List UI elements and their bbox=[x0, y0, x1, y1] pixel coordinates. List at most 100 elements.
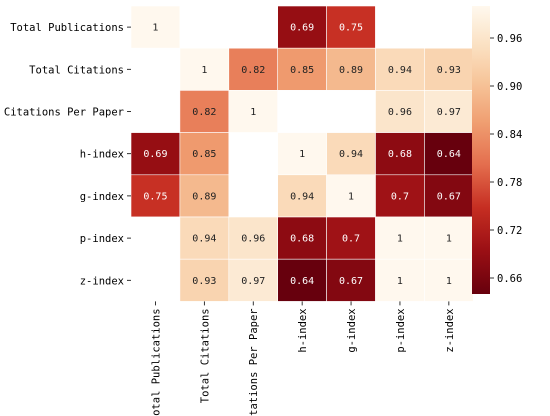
cell-value-label: 1 bbox=[152, 23, 158, 34]
column-labels: Total Publications Total Citations Citatio… bbox=[150, 301, 456, 416]
cell-value-label: 0.85 bbox=[290, 65, 314, 76]
row-labels: Total Publications Total Citations Citatio… bbox=[4, 22, 131, 287]
heatmap-cell bbox=[424, 5, 474, 49]
cell-value-label: 0.94 bbox=[290, 191, 314, 202]
cell-value-label: 0.89 bbox=[192, 191, 216, 202]
cell-value-label: 0.7 bbox=[342, 234, 360, 245]
colorbar-tick-label: 0.78 bbox=[497, 177, 522, 189]
heatmap-cell bbox=[277, 47, 327, 91]
heatmap-cell bbox=[130, 174, 181, 218]
column-label: h-index bbox=[297, 308, 309, 352]
colorbar-tick-label: 0.96 bbox=[497, 33, 522, 45]
cell-value-label: 0.7 bbox=[391, 191, 409, 202]
cell-value-label: 0.94 bbox=[339, 149, 363, 160]
cell-value-label: 1 bbox=[446, 234, 452, 245]
heatmap-cell bbox=[277, 132, 327, 176]
heatmap-cell bbox=[179, 47, 230, 91]
column-label: Total Publications bbox=[150, 308, 162, 416]
cell-value-label: 1 bbox=[397, 234, 403, 245]
heatmap-cell bbox=[424, 132, 474, 176]
heatmap-cell bbox=[179, 90, 230, 133]
heatmap-cells: 1 0.69 0.75 1 0.82 0.85 0.89 0.94 0.93 0.82 1 0.96 0… bbox=[130, 5, 474, 302]
cell-value-label: 1 bbox=[250, 107, 256, 118]
row-label: Total Publications bbox=[10, 22, 124, 34]
heatmap-cell bbox=[130, 216, 181, 260]
row-label: Citations Per Paper bbox=[4, 107, 124, 119]
cell-value-label: 0.89 bbox=[339, 65, 363, 76]
heatmap-cell bbox=[375, 5, 425, 49]
heatmap-cell bbox=[130, 47, 181, 91]
heatmap-cell bbox=[277, 174, 327, 218]
column-label: p-index bbox=[395, 308, 407, 352]
column-label: Citations Per Paper bbox=[248, 308, 260, 416]
heatmap-cell bbox=[424, 258, 474, 302]
heatmap-cell bbox=[375, 132, 425, 176]
heatmap-cell bbox=[228, 5, 279, 49]
colorbar-tick-label: 0.90 bbox=[497, 81, 522, 93]
cell-value-label: 0.94 bbox=[192, 234, 216, 245]
heatmap-cell bbox=[424, 216, 474, 260]
cell-value-label: 0.94 bbox=[388, 65, 412, 76]
cell-value-label: 0.85 bbox=[192, 149, 216, 160]
cell-value-label: 1 bbox=[348, 191, 354, 202]
colorbar-gradient bbox=[472, 6, 490, 294]
cell-value-label: 0.82 bbox=[192, 107, 216, 118]
row-label: h-index bbox=[80, 149, 124, 161]
heatmap-cell bbox=[228, 174, 279, 218]
cell-value-label: 0.75 bbox=[339, 23, 363, 34]
heatmap-cell bbox=[326, 216, 376, 260]
heatmap-cell bbox=[130, 132, 181, 176]
cell-value-label: 0.82 bbox=[241, 65, 265, 76]
heatmap-cell bbox=[326, 5, 376, 49]
cell-value-label: 0.93 bbox=[192, 276, 216, 287]
heatmap-cell bbox=[375, 258, 425, 302]
heatmap-cell bbox=[326, 132, 376, 176]
row-label: Total Citations bbox=[29, 64, 124, 76]
heatmap-cell bbox=[326, 174, 376, 218]
cell-value-label: 1 bbox=[201, 65, 207, 76]
cell-value-label: 0.68 bbox=[290, 234, 314, 245]
colorbar-tick-label: 0.84 bbox=[497, 129, 522, 141]
heatmap-cell bbox=[130, 258, 181, 302]
heatmap-cell bbox=[130, 90, 181, 133]
heatmap-cell bbox=[228, 132, 279, 176]
cell-value-label: 1 bbox=[397, 276, 403, 287]
cell-value-label: 0.69 bbox=[290, 23, 314, 34]
heatmap-cell bbox=[277, 90, 327, 133]
heatmap-cell bbox=[424, 174, 474, 218]
cell-value-label: 1 bbox=[446, 276, 452, 287]
column-label: z-index bbox=[444, 308, 456, 352]
row-label: p-index bbox=[80, 233, 124, 245]
cell-value-label: 0.96 bbox=[241, 234, 265, 245]
cell-value-label: 0.64 bbox=[437, 149, 461, 160]
column-label: g-index bbox=[346, 308, 358, 352]
cell-value-label: 0.93 bbox=[437, 65, 461, 76]
heatmap-cell bbox=[228, 47, 279, 91]
row-label: g-index bbox=[80, 191, 124, 203]
heatmap-cell bbox=[326, 90, 376, 133]
cell-value-label: 0.97 bbox=[437, 107, 461, 118]
heatmap-cell bbox=[179, 5, 230, 49]
heatmap-cell bbox=[277, 216, 327, 260]
heatmap-cell bbox=[277, 5, 327, 49]
heatmap-cell bbox=[179, 174, 230, 218]
heatmap-cell bbox=[424, 90, 474, 133]
cell-value-label: 1 bbox=[299, 149, 305, 160]
heatmap-cell bbox=[326, 258, 376, 302]
heatmap-cell bbox=[375, 47, 425, 91]
cell-value-label: 0.96 bbox=[388, 107, 412, 118]
colorbar-tick-label: 0.72 bbox=[497, 225, 522, 237]
colorbar-tick-label: 0.66 bbox=[497, 273, 522, 285]
heatmap-cell bbox=[130, 5, 181, 49]
column-label: Total Citations bbox=[199, 308, 211, 403]
row-label: z-index bbox=[80, 275, 124, 287]
heatmap-cell bbox=[228, 216, 279, 260]
cell-value-label: 0.64 bbox=[290, 276, 314, 287]
cell-value-label: 0.75 bbox=[143, 191, 167, 202]
cell-value-label: 0.97 bbox=[241, 276, 265, 287]
cell-value-label: 0.68 bbox=[388, 149, 412, 160]
heatmap-cell bbox=[375, 90, 425, 133]
cell-value-label: 0.67 bbox=[437, 191, 461, 202]
colorbar: 0.66 0.72 0.78 0.84 0.90 0.96 bbox=[472, 6, 522, 294]
